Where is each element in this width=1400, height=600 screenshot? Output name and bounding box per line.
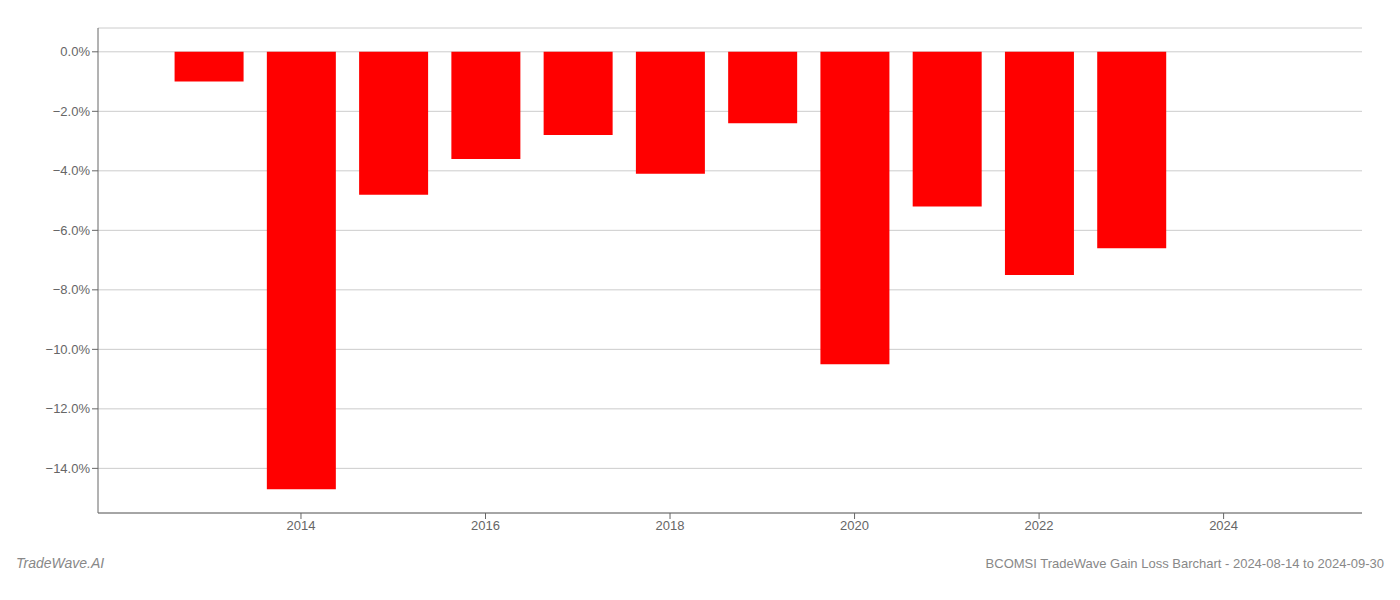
svg-text:2016: 2016 (471, 518, 500, 533)
svg-text:−6.0%: −6.0% (53, 223, 91, 238)
svg-text:0.0%: 0.0% (60, 44, 90, 59)
svg-text:−14.0%: −14.0% (46, 461, 91, 476)
html-text:BCOMSI TradeWave Gain Loss Bar: BCOMSI TradeWave Gain Loss Barchart - 20… (985, 556, 1384, 571)
svg-text:2024: 2024 (1209, 518, 1238, 533)
svg-text:2018: 2018 (656, 518, 685, 533)
svg-text:2020: 2020 (840, 518, 869, 533)
svg-text:2014: 2014 (287, 518, 316, 533)
svg-text:−10.0%: −10.0% (46, 342, 91, 357)
svg-text:−12.0%: −12.0% (46, 401, 91, 416)
svg-text:2022: 2022 (1025, 518, 1054, 533)
svg-text:−2.0%: −2.0% (53, 104, 91, 119)
html-text:TradeWave.AI: TradeWave.AI (16, 555, 105, 571)
svg-text:−8.0%: −8.0% (53, 282, 91, 297)
svg-text:−4.0%: −4.0% (53, 163, 91, 178)
